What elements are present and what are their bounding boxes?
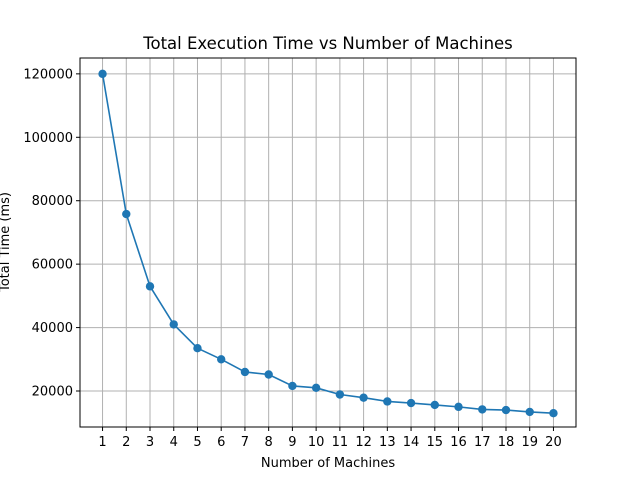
- data-point: [430, 400, 439, 410]
- x-tick-label: 12: [355, 435, 372, 450]
- y-axis-label: Total Time (ms): [0, 192, 13, 293]
- x-tick-label: 14: [403, 435, 420, 450]
- x-tick-label: 6: [217, 435, 225, 450]
- x-tick-label: 7: [241, 435, 249, 450]
- data-point: [217, 355, 226, 364]
- data-point: [383, 397, 392, 406]
- x-tick-label: 4: [170, 435, 178, 450]
- data-point: [501, 405, 511, 415]
- x-tick-label: 2: [122, 435, 130, 450]
- data-point: [311, 383, 321, 393]
- x-tick-label: 17: [474, 435, 491, 450]
- chart-title: Total Execution Time vs Number of Machin…: [142, 34, 513, 53]
- y-tick-label: 120000: [23, 67, 73, 82]
- data-point: [454, 402, 463, 412]
- x-axis-label: Number of Machines: [261, 456, 395, 471]
- grid-lines: [80, 58, 576, 427]
- data-point: [478, 405, 487, 414]
- y-tick-label: 40000: [32, 321, 73, 336]
- y-tick-label: 60000: [32, 258, 73, 273]
- x-tick-label: 10: [308, 435, 325, 450]
- series-layer: [98, 69, 558, 418]
- data-point: [240, 367, 250, 377]
- x-tick-label: 20: [545, 435, 562, 450]
- data-point: [193, 343, 202, 353]
- data-point: [549, 409, 558, 418]
- x-tick-label: 19: [521, 435, 538, 450]
- x-axis: 1 2 3 4 5 6 7 8 9 10 11 12 13 14 15 16 17 18 19 20: [98, 427, 562, 450]
- x-tick-label: 8: [265, 435, 273, 450]
- x-tick-label: 3: [146, 435, 154, 450]
- data-point: [359, 393, 368, 402]
- x-tick-label: 15: [427, 435, 444, 450]
- y-tick-label: 20000: [32, 385, 73, 400]
- data-point: [264, 370, 273, 379]
- data-point: [525, 407, 534, 417]
- x-tick-label: 9: [288, 435, 296, 450]
- x-tick-label: 5: [193, 435, 201, 450]
- data-point: [335, 390, 345, 399]
- y-axis: 20000 40000 60000 80000 100000 120000: [23, 67, 80, 400]
- data-point: [406, 398, 416, 408]
- data-point: [288, 381, 297, 391]
- x-tick-label: 11: [332, 435, 349, 450]
- data-point: [98, 69, 107, 79]
- plot-frame: [79, 57, 577, 428]
- data-point: [145, 282, 155, 291]
- series-line: [101, 73, 554, 415]
- data-point: [169, 320, 178, 329]
- x-tick-label: 13: [379, 435, 396, 450]
- x-tick-label: 18: [498, 435, 515, 450]
- y-tick-label: 80000: [32, 194, 73, 209]
- y-tick-label: 100000: [23, 131, 73, 146]
- x-tick-label: 1: [98, 435, 106, 450]
- data-point: [122, 209, 131, 219]
- x-tick-label: 16: [450, 435, 467, 450]
